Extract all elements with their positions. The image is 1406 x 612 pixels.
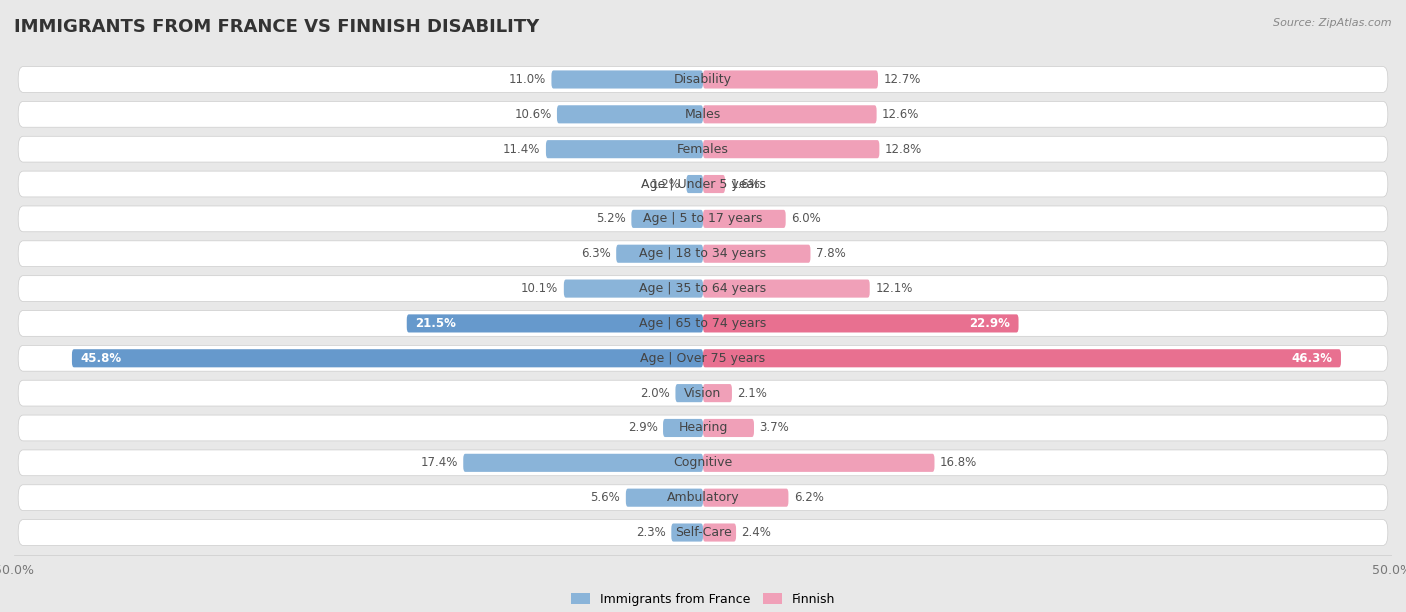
FancyBboxPatch shape [564,280,703,297]
FancyBboxPatch shape [18,485,1388,510]
Text: 6.2%: 6.2% [794,491,824,504]
Text: Age | 65 to 74 years: Age | 65 to 74 years [640,317,766,330]
Text: Age | 18 to 34 years: Age | 18 to 34 years [640,247,766,260]
FancyBboxPatch shape [18,275,1388,302]
FancyBboxPatch shape [18,171,1388,197]
FancyBboxPatch shape [557,105,703,124]
FancyBboxPatch shape [675,384,703,402]
FancyBboxPatch shape [18,102,1388,127]
Text: IMMIGRANTS FROM FRANCE VS FINNISH DISABILITY: IMMIGRANTS FROM FRANCE VS FINNISH DISABI… [14,18,540,36]
FancyBboxPatch shape [406,315,703,332]
Text: 5.6%: 5.6% [591,491,620,504]
Text: Hearing: Hearing [678,422,728,435]
FancyBboxPatch shape [703,280,870,297]
FancyBboxPatch shape [18,241,1388,267]
Text: Ambulatory: Ambulatory [666,491,740,504]
FancyBboxPatch shape [18,520,1388,545]
Text: Disability: Disability [673,73,733,86]
Text: Age | 35 to 64 years: Age | 35 to 64 years [640,282,766,295]
FancyBboxPatch shape [18,136,1388,162]
FancyBboxPatch shape [703,210,786,228]
Text: 12.1%: 12.1% [875,282,912,295]
FancyBboxPatch shape [703,175,725,193]
Text: Cognitive: Cognitive [673,457,733,469]
FancyBboxPatch shape [631,210,703,228]
Text: Source: ZipAtlas.com: Source: ZipAtlas.com [1274,18,1392,28]
Text: 1.6%: 1.6% [731,177,761,190]
FancyBboxPatch shape [703,315,1018,332]
FancyBboxPatch shape [703,349,1341,367]
Text: Females: Females [678,143,728,155]
Text: 7.8%: 7.8% [815,247,846,260]
Text: Males: Males [685,108,721,121]
Text: Vision: Vision [685,387,721,400]
Text: 2.0%: 2.0% [640,387,669,400]
FancyBboxPatch shape [703,70,877,89]
FancyBboxPatch shape [18,310,1388,337]
FancyBboxPatch shape [686,175,703,193]
Text: 6.3%: 6.3% [581,247,610,260]
Text: 17.4%: 17.4% [420,457,458,469]
Text: 12.7%: 12.7% [883,73,921,86]
Text: 16.8%: 16.8% [941,457,977,469]
Legend: Immigrants from France, Finnish: Immigrants from France, Finnish [567,588,839,611]
FancyBboxPatch shape [703,419,754,437]
Text: Age | Under 5 years: Age | Under 5 years [641,177,765,190]
Text: 1.2%: 1.2% [651,177,681,190]
FancyBboxPatch shape [703,453,935,472]
FancyBboxPatch shape [463,453,703,472]
Text: Self-Care: Self-Care [675,526,731,539]
Text: 22.9%: 22.9% [969,317,1011,330]
FancyBboxPatch shape [703,105,876,124]
Text: 2.4%: 2.4% [741,526,772,539]
FancyBboxPatch shape [671,523,703,542]
Text: 10.6%: 10.6% [515,108,551,121]
FancyBboxPatch shape [626,488,703,507]
Text: 2.3%: 2.3% [636,526,666,539]
Text: 21.5%: 21.5% [415,317,456,330]
Text: 3.7%: 3.7% [759,422,789,435]
FancyBboxPatch shape [664,419,703,437]
FancyBboxPatch shape [703,384,733,402]
FancyBboxPatch shape [18,206,1388,232]
FancyBboxPatch shape [703,245,810,263]
Text: 11.0%: 11.0% [509,73,546,86]
Text: 12.8%: 12.8% [884,143,922,155]
FancyBboxPatch shape [546,140,703,159]
FancyBboxPatch shape [18,380,1388,406]
FancyBboxPatch shape [18,67,1388,92]
Text: 5.2%: 5.2% [596,212,626,225]
FancyBboxPatch shape [551,70,703,89]
FancyBboxPatch shape [18,345,1388,371]
Text: Age | Over 75 years: Age | Over 75 years [641,352,765,365]
FancyBboxPatch shape [72,349,703,367]
Text: 10.1%: 10.1% [522,282,558,295]
Text: Age | 5 to 17 years: Age | 5 to 17 years [644,212,762,225]
Text: 45.8%: 45.8% [80,352,121,365]
Text: 11.4%: 11.4% [503,143,540,155]
Text: 12.6%: 12.6% [882,108,920,121]
Text: 2.1%: 2.1% [738,387,768,400]
FancyBboxPatch shape [703,488,789,507]
FancyBboxPatch shape [703,140,879,159]
Text: 6.0%: 6.0% [792,212,821,225]
Text: 2.9%: 2.9% [627,422,658,435]
FancyBboxPatch shape [18,450,1388,476]
Text: 46.3%: 46.3% [1292,352,1333,365]
FancyBboxPatch shape [703,523,737,542]
FancyBboxPatch shape [18,415,1388,441]
FancyBboxPatch shape [616,245,703,263]
